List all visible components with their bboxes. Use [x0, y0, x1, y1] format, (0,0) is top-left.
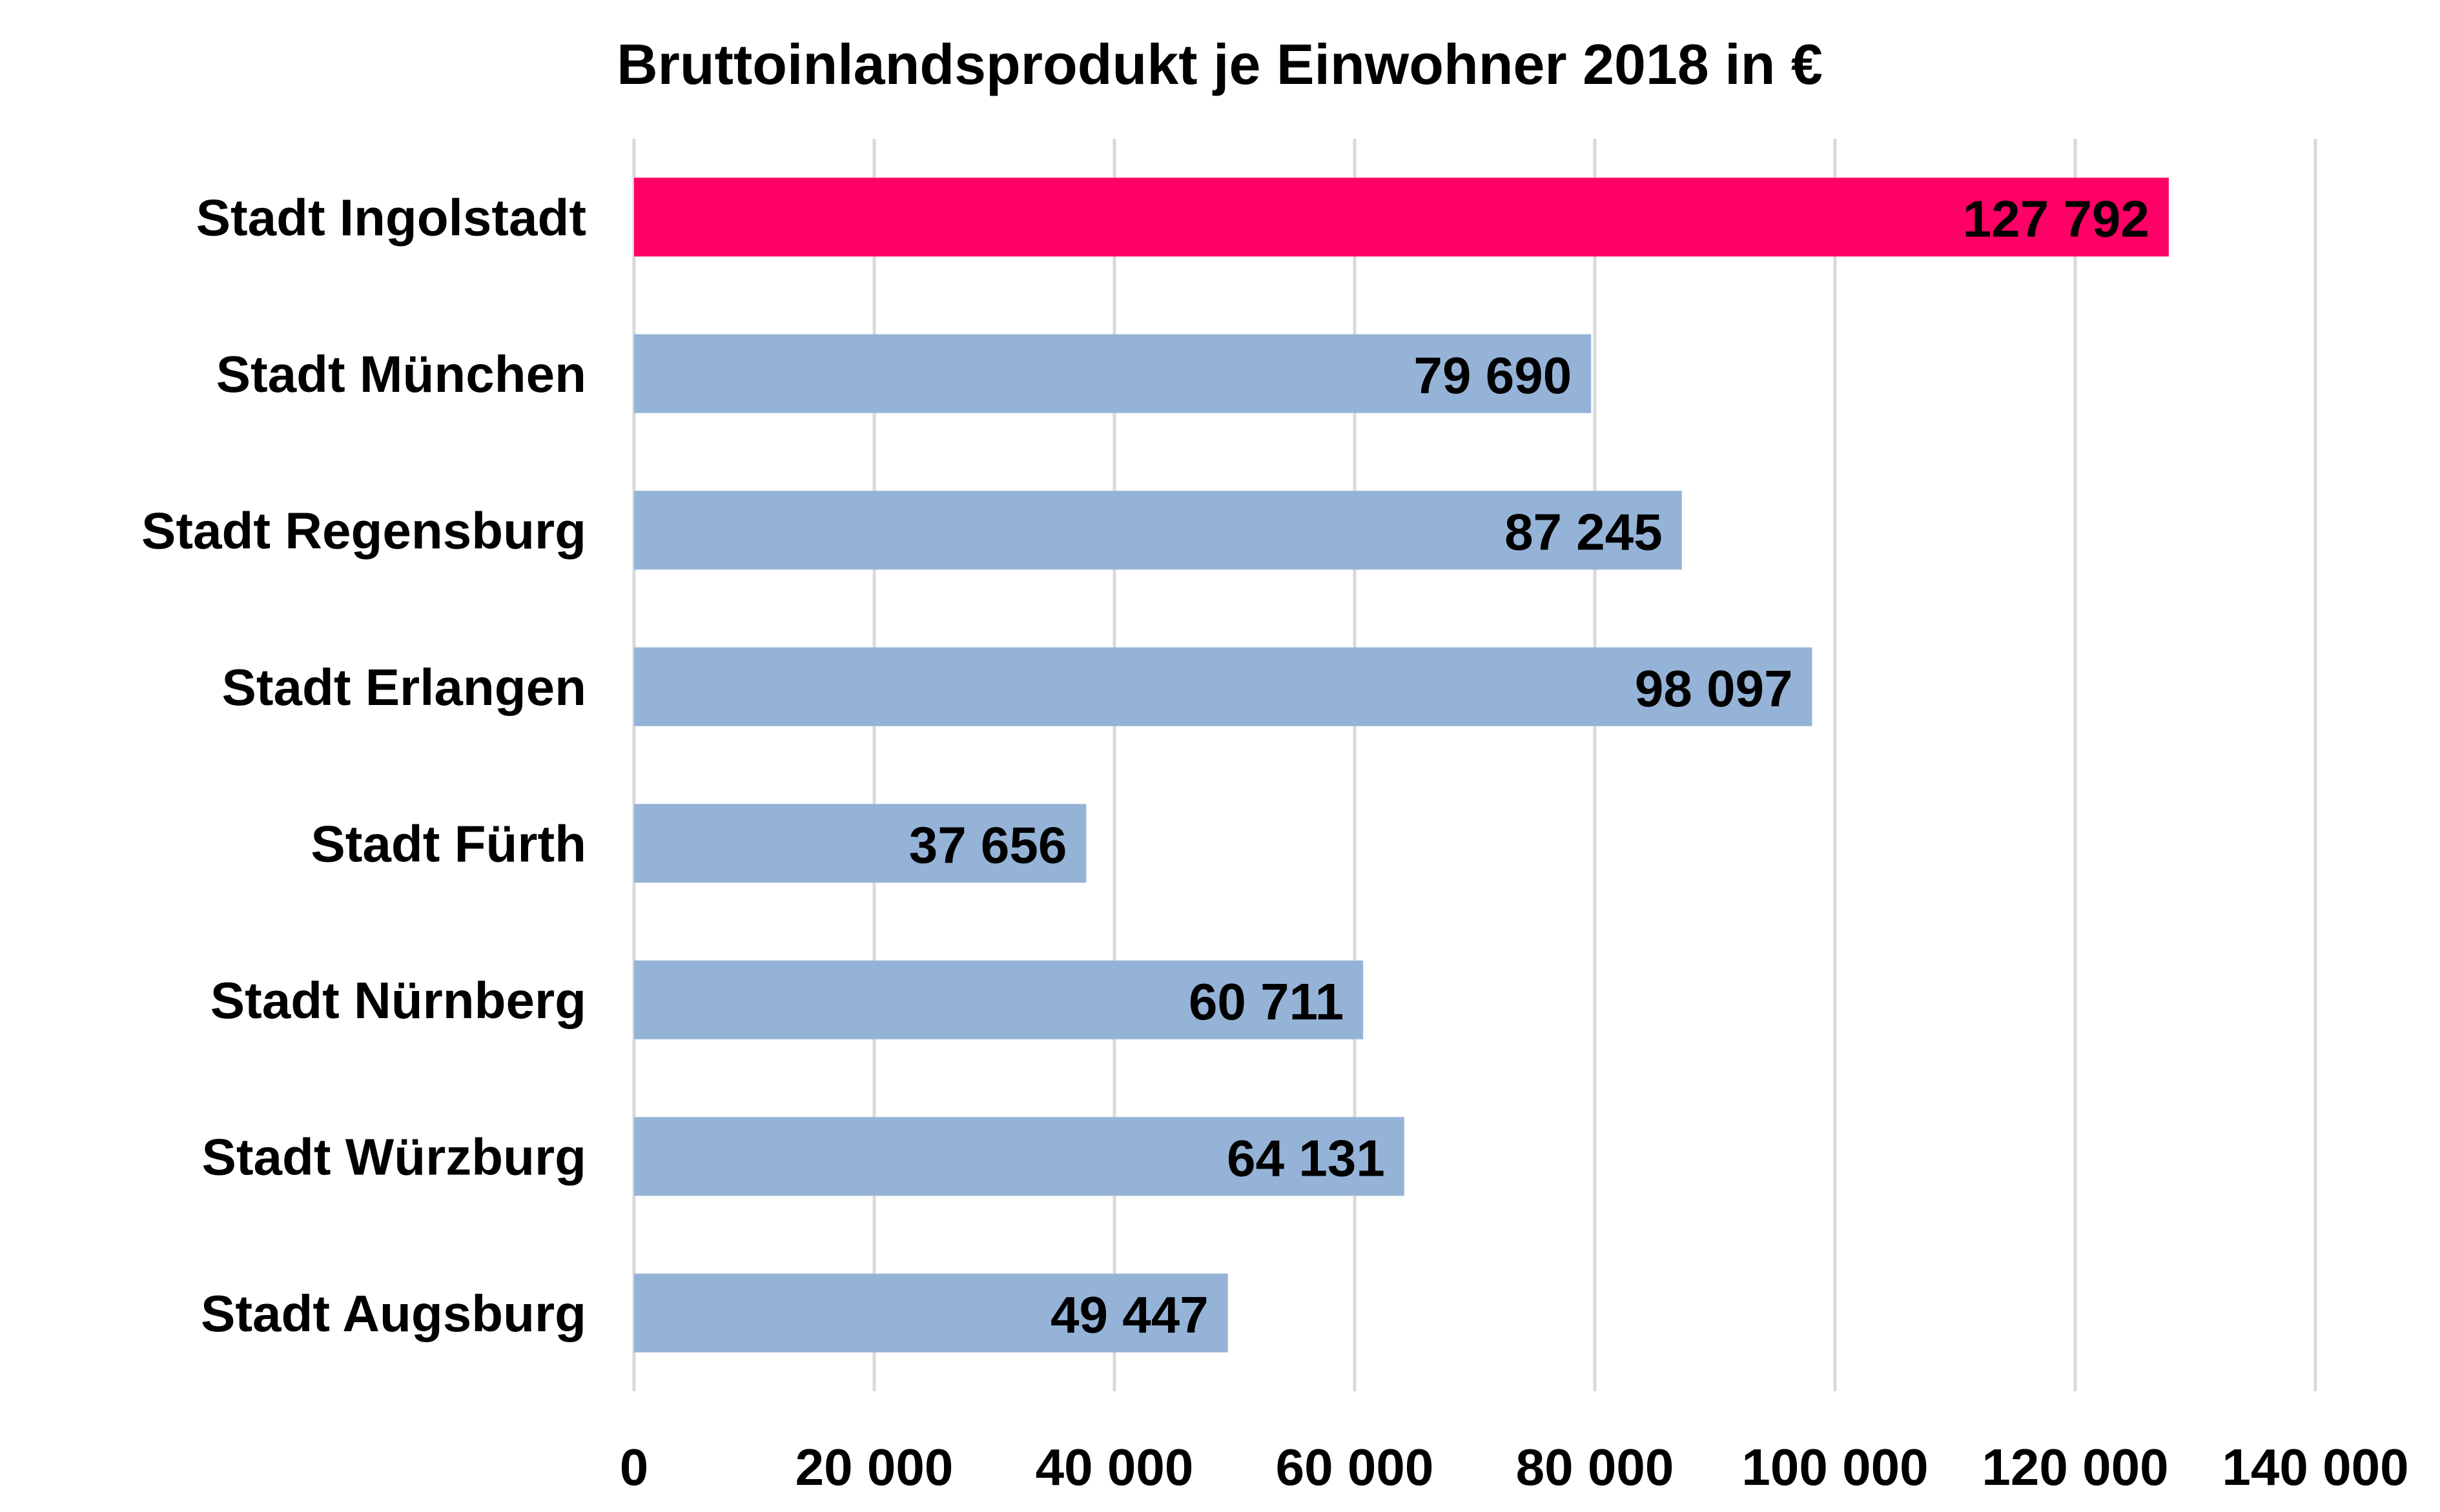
category-label: Stadt Augsburg — [201, 1285, 586, 1342]
data-label: 60 711 — [1189, 973, 1344, 1030]
bar — [634, 1273, 1228, 1353]
bar — [634, 804, 1087, 883]
bar — [634, 1117, 1404, 1196]
x-tick-label: 60 000 — [1276, 1438, 1434, 1496]
category-label: Stadt Erlangen — [221, 659, 586, 716]
bar — [634, 960, 1364, 1039]
data-label: 79 690 — [1414, 347, 1572, 404]
x-tick-label: 120 000 — [1982, 1438, 2168, 1496]
chart-title: Bruttoinlandsprodukt je Einwohner 2018 i… — [617, 32, 1823, 96]
x-tick-label: 140 000 — [2222, 1438, 2408, 1496]
category-label: Stadt Regensburg — [141, 502, 586, 559]
data-label: 37 656 — [909, 816, 1067, 873]
category-label: Stadt Ingolstadt — [196, 189, 586, 246]
gridlines — [632, 139, 2317, 1391]
bar — [634, 647, 1812, 726]
category-label: Stadt Fürth — [311, 815, 586, 872]
x-axis-tick-labels: 0 20 000 40 000 60 000 80 000 100 000 120 000 1… — [620, 1438, 2409, 1496]
bar — [634, 334, 1592, 413]
category-label: Stadt München — [216, 345, 586, 403]
x-tick-label: 40 000 — [1036, 1438, 1194, 1496]
bar — [634, 178, 2169, 257]
category-labels: Stadt Ingolstadt Stadt München Stadt Regen… — [141, 189, 586, 1342]
x-tick-label: 80 000 — [1516, 1438, 1674, 1496]
bar — [634, 491, 1682, 570]
data-label: 49 447 — [1051, 1286, 1209, 1343]
x-tick-label: 0 — [620, 1438, 649, 1496]
data-label: 64 131 — [1227, 1129, 1385, 1187]
data-label: 127 792 — [1963, 190, 2149, 247]
data-label: 98 097 — [1635, 660, 1793, 717]
x-tick-label: 20 000 — [795, 1438, 954, 1496]
category-label: Stadt Würzburg — [202, 1128, 586, 1185]
data-labels: 127 792 79 690 87 245 98 097 37 656 60 711 64 … — [909, 190, 2149, 1343]
category-label: Stadt Nürnberg — [210, 972, 586, 1029]
x-tick-label: 100 000 — [1741, 1438, 1928, 1496]
data-label: 87 245 — [1504, 503, 1663, 560]
bars — [634, 178, 2169, 1353]
